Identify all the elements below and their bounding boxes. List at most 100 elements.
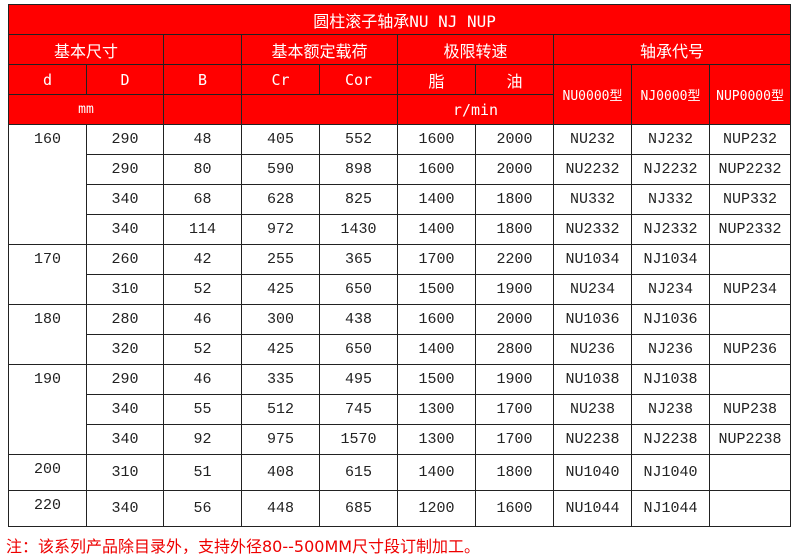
cell-nj-code: NJ2232 xyxy=(631,154,710,185)
cell-oil-speed: 1900 xyxy=(475,364,554,395)
header-speed: 极限转速 xyxy=(397,34,554,65)
cell-D: 340 xyxy=(86,214,164,245)
header-Cr: Cr xyxy=(241,64,320,95)
cell-D: 320 xyxy=(86,334,164,365)
header-B: B xyxy=(163,64,242,95)
cell-nu-code: NU1044 xyxy=(553,490,632,527)
cell-nup-code: NUP332 xyxy=(708,184,792,215)
cell-oil-speed: 1600 xyxy=(475,490,554,527)
cell-grease-speed: 1400 xyxy=(397,214,476,245)
header-d: d xyxy=(8,64,87,95)
cell-D: 290 xyxy=(86,364,164,395)
header-basic-load: 基本额定载荷 xyxy=(241,34,398,65)
header-code: 轴承代号 xyxy=(552,34,792,65)
cell-oil-speed: 2200 xyxy=(475,244,554,275)
cell-nj-code: NJ1036 xyxy=(631,304,710,335)
cell-Cr: 405 xyxy=(241,124,320,155)
cell-Cr: 448 xyxy=(241,490,320,527)
cell-grease-speed: 1200 xyxy=(397,490,476,527)
bearing-table: 圆柱滚子轴承NU NJ NUP 基本尺寸 基本额定载荷 极限转速 轴承代号 d … xyxy=(7,4,792,527)
cell-D: 290 xyxy=(86,124,164,155)
cell-B: 56 xyxy=(163,490,242,527)
cell-Cor: 1570 xyxy=(319,424,398,455)
cell-oil-speed: 1700 xyxy=(475,424,554,455)
cell-Cor: 365 xyxy=(319,244,398,275)
cell-Cr: 975 xyxy=(241,424,320,455)
cell-B: 92 xyxy=(163,424,242,455)
cell-nup-code: NUP2332 xyxy=(708,214,792,245)
cell-nup-code xyxy=(708,304,792,335)
cell-D: 340 xyxy=(86,424,164,455)
cell-nj-code: NJ2332 xyxy=(631,214,710,245)
cell-grease-speed: 1600 xyxy=(397,124,476,155)
header-empty xyxy=(163,94,242,125)
cell-nu-code: NU2238 xyxy=(553,424,632,455)
cell-D: 340 xyxy=(86,394,164,425)
table-row: 310 52 425 650 1500 1900 NU234 NJ234 NUP234 xyxy=(9,274,792,305)
cell-nj-code: NJ1040 xyxy=(631,454,710,491)
header-nu: NU0000型 xyxy=(553,64,632,125)
table-row: 170 260 42 255 365 1700 2200 NU1034 NJ1034 xyxy=(8,244,792,305)
cell-Cr: 425 xyxy=(241,274,320,305)
header-Cor: Cor xyxy=(319,64,398,95)
table-row: 340 55 512 745 1300 1700 NU238 NJ238 NUP238 xyxy=(9,394,792,425)
cell-nj-code: NJ238 xyxy=(631,394,710,425)
cell-oil-speed: 1800 xyxy=(475,184,554,215)
table-row: 220 340 56 448 685 1200 1600 NU1044 NJ1044 xyxy=(8,490,792,527)
header-oil: 油 xyxy=(475,64,554,95)
cell-nu-code: NU1038 xyxy=(553,364,632,395)
cell-Cr: 300 xyxy=(241,304,320,335)
cell-nu-code: NU1040 xyxy=(553,454,632,491)
cell-nj-code: NJ234 xyxy=(631,274,710,305)
cell-grease-speed: 1400 xyxy=(397,184,476,215)
cell-grease-speed: 1400 xyxy=(397,454,476,491)
cell-nup-code xyxy=(708,454,792,491)
table-row: 340 114 972 1430 1400 1800 NU2332 NJ2332 NUP2332 xyxy=(9,214,792,245)
cell-Cor: 745 xyxy=(319,394,398,425)
cell-Cor: 552 xyxy=(319,124,398,155)
table-row: 190 290 46 335 495 1500 1900 NU1038 NJ1038 xyxy=(8,364,792,455)
cell-Cor: 615 xyxy=(319,454,398,491)
cell-B: 55 xyxy=(163,394,242,425)
cell-B: 52 xyxy=(163,274,242,305)
cell-nj-code: NJ232 xyxy=(631,124,710,155)
cell-grease-speed: 1300 xyxy=(397,394,476,425)
cell-Cor: 1430 xyxy=(319,214,398,245)
cell-B: 42 xyxy=(163,244,242,275)
cell-nu-code: NU234 xyxy=(553,274,632,305)
table-row: 180 280 46 300 438 1600 2000 NU1036 NJ1036 xyxy=(8,304,792,365)
cell-Cr: 512 xyxy=(241,394,320,425)
cell-nj-code: NJ236 xyxy=(631,334,710,365)
cell-nu-code: NU1036 xyxy=(553,304,632,335)
header-rmin: r/min xyxy=(397,94,554,125)
cell-Cr: 425 xyxy=(241,334,320,365)
cell-oil-speed: 1900 xyxy=(475,274,554,305)
cell-Cr: 590 xyxy=(241,154,320,185)
cell-Cr: 335 xyxy=(241,364,320,395)
cell-Cor: 825 xyxy=(319,184,398,215)
cell-d: 160 xyxy=(8,124,87,245)
cell-nu-code: NU2232 xyxy=(553,154,632,185)
header-nj: NJ0000型 xyxy=(631,64,710,125)
cell-d: 200 xyxy=(8,454,87,491)
cell-B: 80 xyxy=(163,154,242,185)
cell-oil-speed: 2800 xyxy=(475,334,554,365)
cell-grease-speed: 1400 xyxy=(397,334,476,365)
cell-nu-code: NU332 xyxy=(553,184,632,215)
cell-nj-code: NJ332 xyxy=(631,184,710,215)
table-title: 圆柱滚子轴承NU NJ NUP xyxy=(7,4,792,35)
cell-grease-speed: 1700 xyxy=(397,244,476,275)
cell-d: 180 xyxy=(8,304,87,365)
cell-nup-code: NUP238 xyxy=(708,394,792,425)
cell-D: 290 xyxy=(86,154,164,185)
cell-nu-code: NU2332 xyxy=(553,214,632,245)
table-row: 290 80 590 898 1600 2000 NU2232 NJ2232 NUP2232 xyxy=(9,154,792,185)
header-mm: mm xyxy=(8,94,164,125)
cell-B: 52 xyxy=(163,334,242,365)
cell-D: 340 xyxy=(86,490,164,527)
cell-D: 310 xyxy=(86,274,164,305)
cell-B: 68 xyxy=(163,184,242,215)
cell-oil-speed: 1700 xyxy=(475,394,554,425)
header-empty xyxy=(241,94,398,125)
cell-d: 220 xyxy=(8,490,87,527)
